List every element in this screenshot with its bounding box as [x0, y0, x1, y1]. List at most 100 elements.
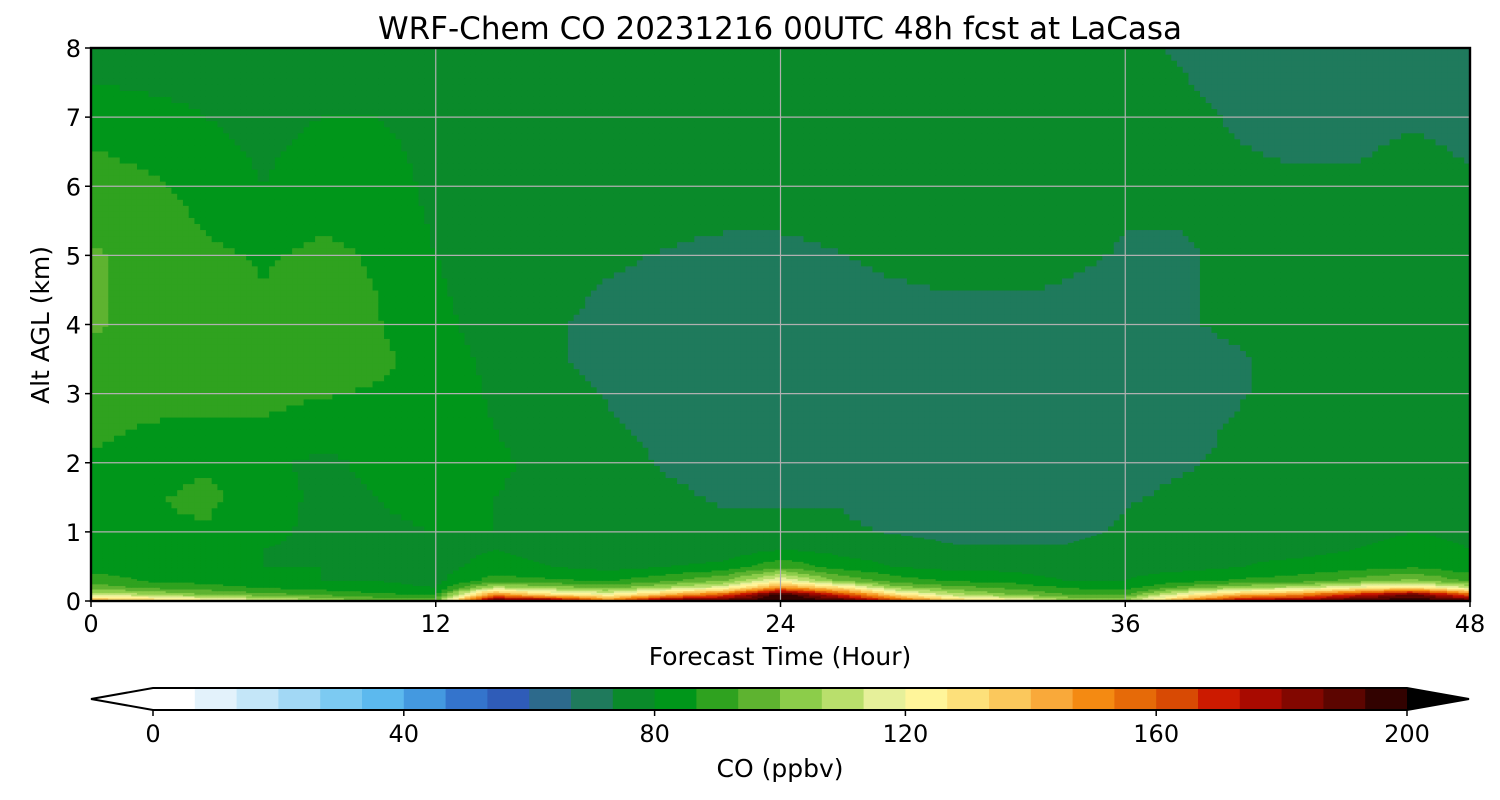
contour-cell [96, 595, 104, 599]
contour-cell [372, 592, 379, 595]
contour-cell [292, 585, 299, 588]
contour-cell [205, 595, 213, 599]
contour-cell [113, 583, 121, 587]
contour-cell [475, 594, 483, 597]
contour-cell [182, 592, 190, 595]
contour-cell [895, 597, 902, 600]
contour-cell [1119, 597, 1126, 600]
contour-cell [895, 587, 902, 590]
contour-cell [246, 592, 253, 595]
contour-cell [113, 597, 121, 600]
contour-cell [257, 597, 264, 600]
contour-cell [1464, 592, 1470, 595]
contour-cell [1337, 590, 1345, 593]
contour-cell [608, 588, 615, 592]
contour-cell [1429, 597, 1437, 600]
contour-cell [269, 588, 276, 592]
contour-cell [895, 594, 902, 597]
contour-cell [177, 590, 184, 593]
contour-cell [1452, 587, 1460, 590]
contour-cell [240, 594, 247, 597]
contour-cell [797, 588, 805, 592]
contour-cell [1182, 597, 1190, 600]
contour-cell [510, 583, 517, 587]
contour-cell [1314, 588, 1322, 592]
contour-cell [504, 592, 512, 595]
contour-cell [366, 585, 374, 588]
contour-cell [188, 595, 196, 599]
contour-cell [211, 594, 219, 597]
contour-cell [1366, 587, 1373, 590]
contour-cell [510, 588, 517, 592]
contour-cell [269, 583, 276, 587]
contour-cell [1044, 594, 1052, 597]
contour-cell [412, 587, 420, 590]
contour-cell [1159, 590, 1167, 593]
contour-cell [1125, 594, 1132, 597]
contour-cell [424, 585, 431, 588]
contour-cell [223, 594, 230, 597]
contour-cell [188, 587, 196, 590]
contour-cell [217, 597, 224, 600]
contour-cell [1056, 594, 1063, 597]
contour-cell [332, 595, 339, 599]
contour-cell [125, 595, 132, 599]
contour-cell [688, 597, 695, 600]
contour-cell [1188, 587, 1195, 590]
contour-cell [998, 585, 1006, 588]
contour-cell [964, 594, 971, 597]
contour-cell [102, 587, 109, 590]
contour-cell [1263, 597, 1270, 600]
contour-cell [1291, 585, 1299, 588]
contour-cell [941, 594, 948, 597]
contour-cell [1131, 585, 1138, 588]
contour-cell [441, 587, 448, 590]
contour-cell [964, 588, 971, 592]
contour-cell [585, 597, 592, 600]
contour-cell [1326, 595, 1333, 599]
contour-cell [786, 585, 793, 588]
contour-cell [1113, 587, 1121, 590]
contour-cell [1010, 590, 1017, 593]
contour-cell [1257, 595, 1264, 599]
contour-cell [188, 585, 196, 588]
contour-cell [1355, 588, 1362, 592]
contour-cell [1395, 585, 1402, 588]
contour-cell [935, 585, 942, 588]
contour-cell [1383, 590, 1391, 593]
contour-cell [924, 587, 931, 590]
contour-cell [860, 594, 868, 597]
contour-cell [464, 592, 471, 595]
contour-cell [688, 595, 695, 599]
contour-cell [1108, 590, 1115, 593]
contour-cell [883, 590, 891, 593]
contour-cell [315, 587, 322, 590]
contour-cell [1435, 592, 1442, 595]
contour-cell [1372, 590, 1379, 593]
contour-cell [171, 588, 178, 592]
contour-cell [751, 587, 759, 590]
contour-cell [1062, 590, 1069, 593]
contour-cell [878, 592, 885, 595]
contour-cell [228, 597, 236, 600]
contour-cell [573, 595, 580, 599]
contour-cell [1039, 587, 1046, 590]
contour-cell [154, 595, 161, 599]
contour-cell [338, 585, 345, 588]
contour-cell [493, 588, 500, 592]
contour-cell [1395, 592, 1402, 595]
contour-cell [452, 597, 460, 600]
contour-cell [1027, 597, 1034, 600]
contour-cell [154, 590, 161, 593]
contour-cell [774, 585, 782, 588]
contour-cell [987, 595, 994, 599]
contour-cell [613, 595, 621, 599]
contour-cell [1119, 590, 1126, 593]
contour-cell [297, 590, 305, 593]
contour-cell [613, 585, 621, 588]
contour-cell [918, 595, 925, 599]
contour-cell [292, 590, 299, 593]
contour-cell [1234, 594, 1241, 597]
contour-cell [131, 590, 138, 593]
contour-cell [562, 587, 569, 590]
